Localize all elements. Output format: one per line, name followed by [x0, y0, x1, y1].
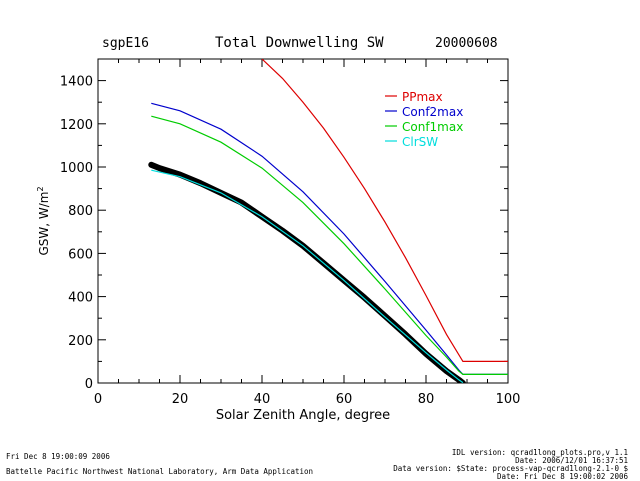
legend-label-clrsw: ClrSW — [402, 135, 438, 149]
x-tick-label: 60 — [336, 392, 353, 407]
legend-label-ppmax: PPmax — [402, 90, 443, 104]
footer-data-version: Data version: $State: process-vap-qcrad1… — [393, 464, 628, 473]
y-axis-label-superscript: 2 — [36, 186, 45, 191]
series-conf2max-line — [151, 102, 508, 375]
plot-area — [148, 59, 508, 383]
y-tick-label: 600 — [68, 247, 93, 262]
x-axis-label: Solar Zenith Angle, degree — [216, 408, 390, 423]
series-observations-line — [148, 161, 466, 383]
x-tick-label: 80 — [418, 392, 435, 407]
x-tick-label: 40 — [254, 392, 271, 407]
series-conf1max-line — [151, 115, 508, 375]
x-tick-label: 0 — [94, 392, 102, 407]
footer-data-date: Date: Fri Dec 8 19:00:02 2006 — [497, 472, 628, 481]
footer-timestamp: Fri Dec 8 19:00:09 2006 — [6, 452, 110, 461]
legend-label-conf2max: Conf2max — [402, 105, 463, 119]
footer-idl-date: Date: 2006/12/01 16:37:51 — [515, 456, 628, 465]
y-tick-label: 200 — [68, 334, 93, 349]
footer-idl-version: IDL version: qcrad1long_plots.pro,v 1.1 — [451, 448, 628, 457]
x-tick-label: 100 — [496, 392, 521, 407]
y-tick-label: 1000 — [60, 161, 93, 176]
series-clrsw-line — [151, 169, 464, 383]
y-tick-label: 800 — [68, 204, 93, 219]
chart-title: Total Downwelling SW — [215, 35, 384, 51]
series-ppmax-line — [261, 59, 508, 362]
x-tick-label: 20 — [172, 392, 189, 407]
y-axis-label: GSW, W/m2 — [36, 186, 51, 255]
legend-label-conf1max: Conf1max — [402, 120, 463, 134]
y-tick-label: 0 — [85, 377, 93, 392]
y-tick-label: 400 — [68, 291, 93, 306]
footer-credit: Battelle Pacific Northwest National Labo… — [6, 467, 314, 476]
y-tick-label: 1400 — [60, 75, 93, 90]
site-label: sgpE16 — [102, 36, 149, 51]
date-label: 20000608 — [435, 36, 498, 51]
y-tick-label: 1200 — [60, 118, 93, 133]
